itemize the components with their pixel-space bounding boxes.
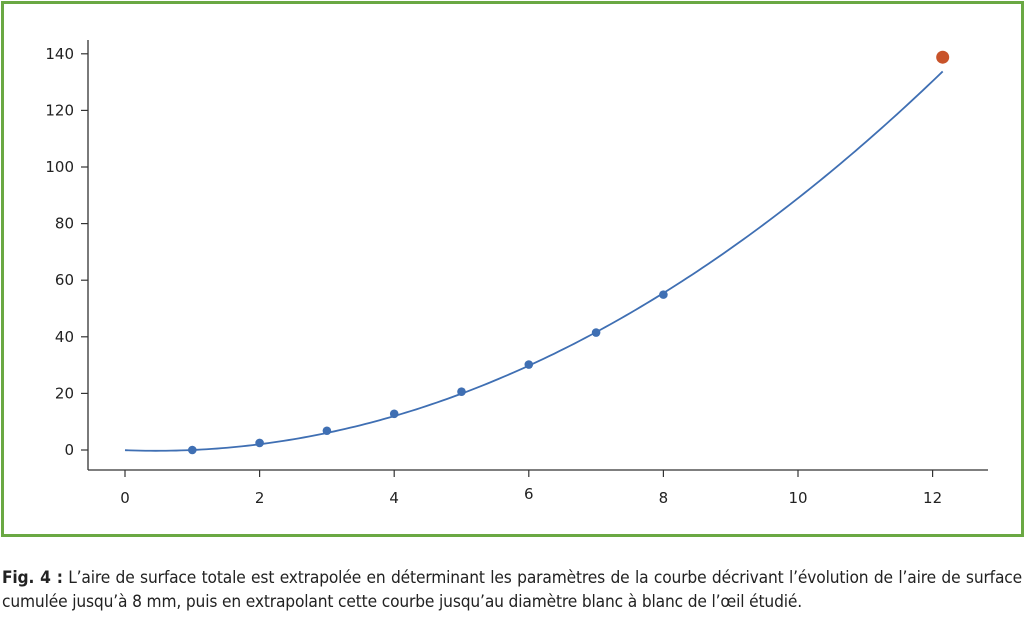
x-tick-label: 10 (788, 489, 807, 507)
x-tick-label: 2 (255, 489, 265, 507)
y-tick-label: 120 (45, 101, 74, 119)
data-point (255, 438, 264, 448)
x-tick-label: 0 (120, 489, 130, 507)
x-tick-label: 4 (389, 489, 399, 507)
y-tick-label: 140 (45, 45, 74, 63)
y-tick-label: 100 (45, 158, 74, 176)
data-point (524, 360, 534, 369)
x-tick-label: 6 (524, 485, 534, 503)
data-point (322, 426, 332, 436)
data-point (389, 409, 399, 419)
x-tick-label: 8 (659, 489, 669, 507)
chart-frame (1, 1, 1024, 537)
fit-curve-layer (124, 70, 944, 452)
y-tick-label: 60 (55, 271, 74, 289)
y-tick-label: 0 (64, 441, 74, 459)
data-point (659, 290, 668, 299)
data-point (457, 387, 466, 397)
data-point (188, 445, 197, 455)
y-tick-label: 40 (55, 328, 74, 346)
extrapolated-point (936, 50, 950, 64)
fit-curve-line (124, 70, 944, 452)
data-point (591, 328, 601, 337)
figure-caption: Fig. 4 : L’aire de surface totale est ex… (2, 566, 1022, 614)
caption-label: Fig. 4 : (2, 568, 63, 588)
x-tick-label: 12 (923, 489, 942, 507)
caption-text: L’aire de surface totale est extrapolée … (2, 568, 1023, 612)
data-points (188, 50, 950, 455)
y-tick-label: 80 (55, 215, 74, 233)
y-tick-label: 20 (55, 384, 74, 402)
